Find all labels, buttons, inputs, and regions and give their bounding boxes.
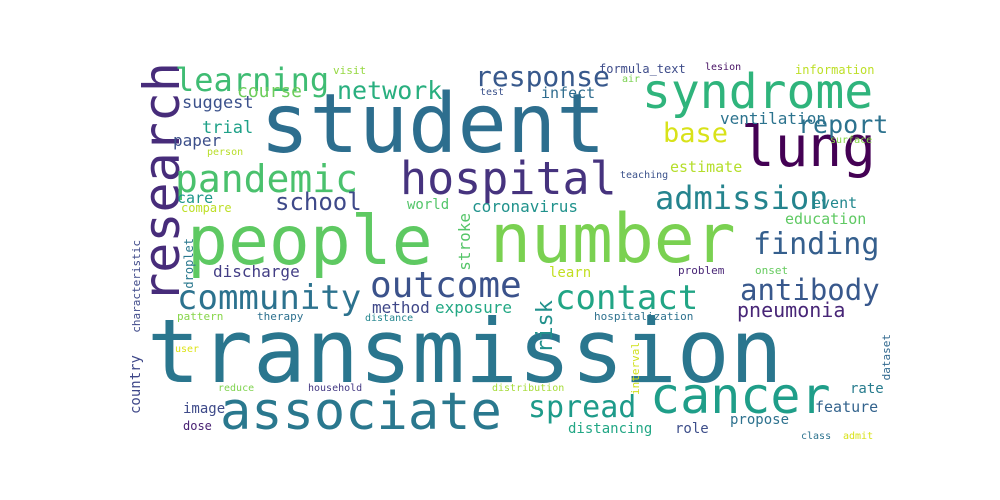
word-world: world: [407, 197, 450, 213]
word-spread: spread: [528, 390, 637, 425]
word-community: community: [177, 278, 362, 318]
word-report: report: [798, 110, 889, 139]
word-outcome: outcome: [370, 265, 522, 306]
word-distance: distance: [365, 313, 414, 324]
word-admit: admit: [843, 431, 874, 442]
word-therapy: therapy: [257, 310, 304, 323]
word-distribution: distribution: [492, 383, 565, 394]
word-infect: infect: [541, 84, 596, 102]
word-onset: onset: [755, 264, 789, 277]
word-network: network: [337, 76, 443, 105]
word-paper: paper: [173, 131, 222, 150]
word-class: class: [801, 431, 832, 442]
word-cloud: transmission student people number research s…: [125, 60, 900, 442]
word-pandemic: pandemic: [175, 157, 359, 201]
word-syndrome: syndrome: [642, 64, 874, 120]
word-trial: trial: [202, 118, 254, 138]
word-people: people: [187, 202, 433, 281]
word-event: event: [812, 194, 858, 212]
word-education: education: [785, 210, 867, 228]
word-air: air: [622, 74, 641, 85]
word-droplet: droplet: [182, 238, 196, 289]
word-feature: feature: [815, 398, 879, 416]
word-hospital: hospital: [400, 152, 617, 205]
word-risk: risk: [533, 300, 558, 353]
word-associate: associate: [220, 382, 502, 442]
word-discharge: discharge: [213, 262, 300, 281]
word-characteristic: characteristic: [130, 240, 143, 333]
word-number: number: [490, 200, 736, 279]
word-exposure: exposure: [435, 298, 513, 317]
word-interval: interval: [629, 342, 642, 395]
word-person: person: [207, 147, 244, 158]
word-dataset: dataset: [880, 334, 893, 381]
word-surface: surface: [830, 135, 873, 146]
word-contact: contact: [555, 278, 699, 318]
word-problem: problem: [678, 264, 725, 277]
word-course: course: [237, 81, 303, 102]
word-cancer: cancer: [650, 367, 831, 425]
word-antibody: antibody: [740, 273, 880, 307]
word-reduce: reduce: [218, 383, 255, 394]
word-lesion: lesion: [705, 62, 742, 73]
word-dose: dose: [183, 419, 212, 433]
word-image: image: [183, 401, 226, 417]
word-learn: learn: [549, 265, 592, 281]
word-distancing: distancing: [568, 421, 653, 437]
word-student: student: [260, 77, 606, 172]
word-admission: admission: [655, 179, 829, 217]
word-care: care: [177, 189, 214, 207]
word-transmission: transmission: [147, 300, 783, 403]
word-school: school: [275, 188, 362, 216]
word-lung: lung: [741, 115, 876, 180]
word-compare: compare: [181, 201, 232, 215]
word-visit: visit: [333, 64, 367, 77]
word-pattern: pattern: [177, 310, 224, 323]
word-stroke: stroke: [455, 213, 474, 271]
word-household: household: [308, 383, 363, 394]
word-role: role: [675, 421, 709, 437]
word-base: base: [663, 118, 729, 149]
word-information: information: [795, 63, 875, 77]
word-estimate: estimate: [670, 158, 743, 176]
word-response: response: [475, 60, 610, 93]
word-country: country: [128, 355, 144, 415]
word-rate: rate: [850, 381, 884, 397]
word-user: user: [175, 344, 200, 355]
word-suggest: suggest: [182, 93, 254, 113]
word-hospitalization: hospitalization: [594, 310, 694, 323]
word-finding: finding: [753, 227, 880, 262]
word-teaching: teaching: [620, 170, 669, 181]
word-method: method: [372, 298, 430, 317]
word-learning: learning: [175, 61, 330, 99]
word-ventilation: ventilation: [720, 109, 826, 128]
word-pneumonia: pneumonia: [737, 298, 846, 322]
word-formula-text: formula_text: [599, 62, 686, 76]
word-test: test: [480, 87, 505, 98]
word-propose: propose: [730, 412, 790, 428]
word-coronavirus: coronavirus: [472, 197, 578, 216]
